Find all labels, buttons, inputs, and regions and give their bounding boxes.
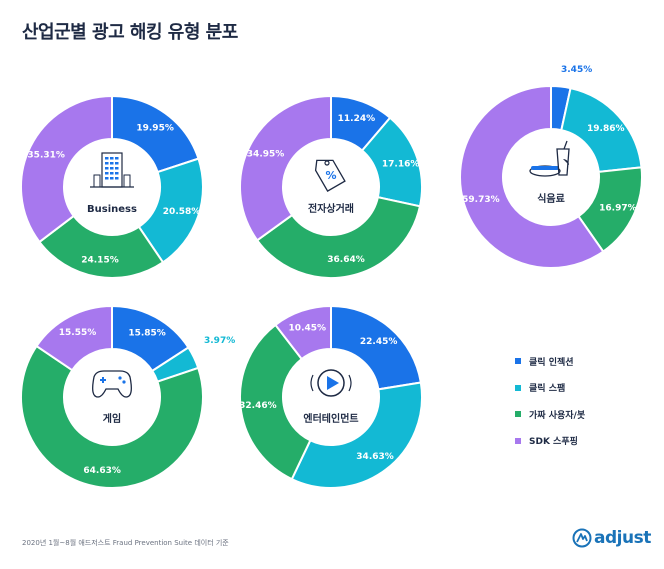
chart-title: Business bbox=[87, 204, 137, 215]
slice-label: 19.86% bbox=[587, 124, 625, 134]
donut-slice bbox=[239, 94, 332, 242]
building-window bbox=[105, 172, 109, 175]
legend-swatch bbox=[515, 411, 521, 417]
slice-label: 22.45% bbox=[360, 337, 398, 347]
donut-slice bbox=[38, 214, 165, 279]
slice-label: 59.73% bbox=[462, 195, 500, 205]
building-icon bbox=[90, 152, 134, 188]
slice-label: 24.15% bbox=[81, 256, 119, 266]
donut-slice bbox=[255, 195, 422, 279]
donut-chart-3: 15.85% 3.97% 64.63% 15.55% 게임 bbox=[20, 304, 235, 489]
price-tag-icon: % bbox=[314, 159, 346, 193]
donut-chart-4: 22.45% 34.63% 32.46% 10.45% 엔터테인먼트 bbox=[239, 304, 423, 489]
legend-swatch bbox=[515, 384, 521, 391]
building-window bbox=[105, 162, 109, 165]
slice-label: 19.95% bbox=[136, 123, 174, 133]
building-window bbox=[115, 172, 119, 175]
building-window bbox=[115, 167, 119, 170]
slice-label: 3.45% bbox=[561, 65, 592, 75]
gamepad-button bbox=[122, 380, 126, 384]
building-window bbox=[105, 167, 109, 170]
building-side bbox=[93, 174, 101, 188]
legend-item-click-injection: 클릭 인젝션 bbox=[515, 355, 585, 368]
cup-lid bbox=[563, 159, 569, 165]
donut-slice bbox=[330, 304, 422, 391]
legend-item-fake-users: 가짜 사용자/봇 bbox=[515, 408, 586, 421]
sound-waves bbox=[310, 374, 352, 392]
legend-label: SDK 스푸핑 bbox=[529, 437, 578, 447]
donut-slice bbox=[35, 304, 113, 372]
slice-label: 35.31% bbox=[27, 150, 65, 160]
building-window bbox=[115, 177, 119, 180]
building-window bbox=[115, 162, 119, 165]
slice-label: 32.46% bbox=[239, 401, 277, 411]
slice-label: 34.95% bbox=[247, 150, 285, 160]
slice-label: 64.63% bbox=[83, 466, 121, 476]
chart-title: 엔터테인먼트 bbox=[303, 412, 358, 425]
food-icon bbox=[529, 140, 570, 177]
donut-chart-1: 11.24% 17.16% 36.64% 34.95% 전자상거래% bbox=[239, 94, 423, 279]
slice-label: 15.85% bbox=[128, 328, 166, 338]
legend-label: 가짜 사용자/봇 bbox=[529, 410, 586, 421]
hotdog-sausage bbox=[531, 166, 559, 170]
legend-item-sdk-spoofing: SDK 스푸핑 bbox=[515, 435, 585, 447]
cup-body bbox=[556, 148, 570, 176]
footnote: 2020년 1월~8월 애드저스트 Fraud Prevention Suite… bbox=[22, 539, 229, 547]
building-window bbox=[110, 167, 114, 170]
building-side bbox=[123, 174, 131, 188]
legend-label: 클릭 스팸 bbox=[529, 384, 566, 394]
gamepad-icon bbox=[92, 370, 132, 398]
adjust-logo: adjust bbox=[572, 528, 651, 548]
donut-chart-2: 3.45% 19.86% 16.97% 59.73% 식음료 bbox=[459, 65, 643, 269]
building-window bbox=[110, 162, 114, 165]
legend-item-click-spam: 클릭 스팸 bbox=[515, 382, 585, 394]
adjust-logo-icon bbox=[572, 528, 592, 548]
building-window bbox=[105, 157, 109, 160]
slice-label: 16.97% bbox=[599, 203, 637, 213]
donut-slice bbox=[274, 304, 332, 361]
chart-title: 전자상거래 bbox=[308, 202, 354, 215]
page-title: 산업군별 광고 해킹 유형 분포 bbox=[22, 22, 238, 43]
gamepad-button bbox=[118, 376, 122, 380]
tag-body bbox=[314, 159, 346, 193]
slice-label: 10.45% bbox=[289, 323, 327, 333]
legend-label: 클릭 인젝션 bbox=[529, 357, 574, 368]
donut-slice bbox=[20, 344, 204, 489]
gamepad-dpad bbox=[100, 377, 106, 383]
donut-slice bbox=[290, 381, 423, 489]
donut-chart-0: 19.95% 20.58% 24.15% 35.31% Business bbox=[20, 94, 204, 279]
building-window bbox=[115, 157, 119, 160]
donut-slice bbox=[239, 323, 312, 481]
cup-straw bbox=[563, 140, 568, 150]
play-circle bbox=[317, 369, 345, 397]
chart-title: 식음료 bbox=[537, 192, 565, 205]
legend-swatch bbox=[515, 437, 521, 444]
slice-label: 17.16% bbox=[382, 160, 420, 170]
logo-text: adjust bbox=[594, 528, 651, 548]
tag-hole bbox=[324, 160, 330, 166]
building-window bbox=[105, 177, 109, 180]
legend-swatch bbox=[515, 358, 521, 364]
percent-sign: % bbox=[325, 169, 336, 182]
play-icon bbox=[310, 369, 352, 397]
legend: 클릭 인젝션 클릭 스팸 가짜 사용자/봇 SDK 스푸핑 bbox=[515, 355, 585, 461]
slice-label: 3.97% bbox=[204, 336, 235, 346]
play-triangle bbox=[327, 376, 339, 390]
slice-label: 11.24% bbox=[338, 114, 376, 124]
gamepad-body bbox=[92, 370, 132, 398]
slice-label: 15.55% bbox=[59, 328, 97, 338]
building-window bbox=[110, 157, 114, 160]
donut-slice bbox=[20, 94, 113, 244]
building-window bbox=[110, 177, 114, 180]
slice-label: 36.64% bbox=[327, 255, 365, 265]
slice-label: 20.58% bbox=[163, 207, 201, 217]
slice-label: 34.63% bbox=[356, 452, 394, 462]
chart-title: 게임 bbox=[103, 412, 121, 425]
building-window bbox=[110, 172, 114, 175]
donut-slice bbox=[459, 84, 605, 269]
donut-slice bbox=[111, 94, 200, 174]
